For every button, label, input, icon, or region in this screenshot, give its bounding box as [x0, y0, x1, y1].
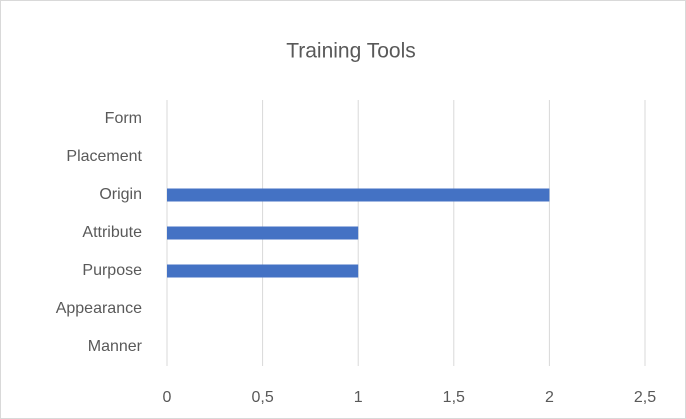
y-tick-label: Manner [88, 338, 143, 355]
chart-title: Training Tools [286, 40, 416, 63]
x-tick-label: 0 [163, 389, 172, 406]
bar [167, 188, 550, 202]
x-tick-label: 2 [545, 389, 554, 406]
bar [167, 264, 359, 278]
bar [167, 226, 359, 240]
y-tick-label: Appearance [56, 300, 142, 317]
x-tick-label: 1 [354, 389, 363, 406]
x-tick-label: 2,5 [634, 389, 656, 406]
y-tick-label: Origin [99, 186, 142, 203]
y-tick-label: Attribute [82, 224, 142, 241]
x-tick-label: 1,5 [443, 389, 465, 406]
y-tick-label: Purpose [82, 262, 142, 279]
y-tick-label: Placement [66, 148, 142, 165]
y-tick-label: Form [105, 110, 142, 127]
x-tick-label: 0,5 [251, 389, 273, 406]
